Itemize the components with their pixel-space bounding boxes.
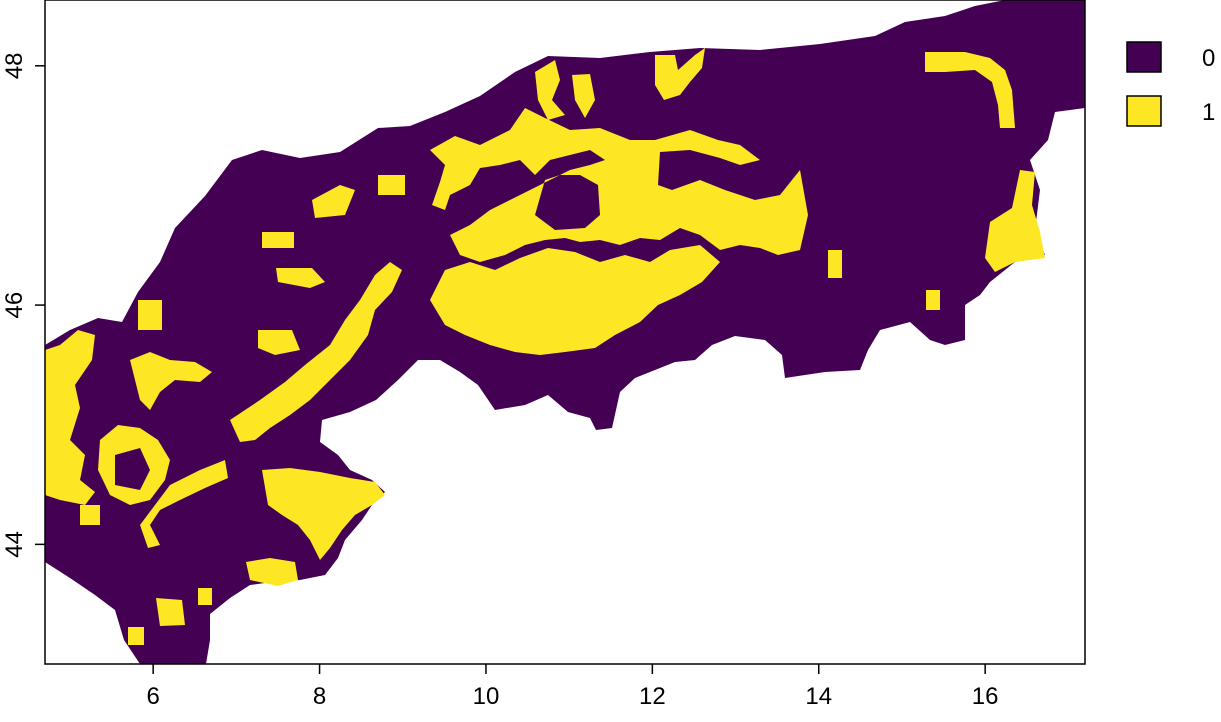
x-tick-label: 6 (146, 683, 159, 710)
x-tick-label: 8 (313, 683, 326, 710)
class-1-patch-north-branch-3 (655, 48, 705, 100)
class-1-patch-west-mid-7 (80, 505, 100, 525)
class-1-patch-east-1 (925, 52, 1015, 128)
class-1-patch-south-small-3 (128, 627, 144, 645)
plot-frame (44, 0, 1086, 665)
class-1-patch-west-mid-3 (378, 175, 405, 195)
class-1-patch-west-mid-4 (276, 268, 325, 288)
x-tick-label: 16 (972, 683, 999, 710)
x-tick-label: 14 (805, 683, 832, 710)
class-1-patch-west-mid-5 (138, 300, 162, 330)
class-1-patch-east-4 (926, 290, 940, 310)
class-1-patch-south-small-2 (156, 598, 185, 626)
class-1-patch-south-small-4 (198, 588, 212, 605)
class-1-patch-southern-lobe (262, 468, 385, 560)
legend-label-1: 1 (1202, 99, 1215, 126)
y-axis: 44 46 48 (1, 52, 45, 558)
class-1-patch-west-mid-6 (258, 330, 300, 355)
legend-swatch-0 (1126, 41, 1162, 73)
class-1-patch-southwest-ring (98, 425, 170, 505)
class-1-patch-east-3 (828, 250, 842, 278)
class-1-patch-western-margin (45, 330, 95, 505)
class-1-patch-central-north-network (430, 108, 808, 262)
legend-label-0: 0 (1202, 45, 1215, 72)
class-1-patch-central-core (430, 245, 720, 355)
class-1-patch-east-2 (985, 170, 1045, 272)
y-tick-label: 44 (1, 531, 28, 558)
legend: 0 1 (1126, 41, 1215, 127)
class-1-patch-sw-branch-2 (140, 460, 228, 548)
class-1-patch-north-branch-1 (535, 60, 565, 120)
class-1-patch-west-mid-2 (312, 185, 355, 218)
y-tick-label: 46 (1, 292, 28, 319)
raster-class-1-patches (45, 48, 1045, 645)
class-1-patch-sw-branch-1 (130, 352, 212, 410)
class-1-patch-south-small-1 (246, 558, 298, 586)
class-1-patch-west-mid-1 (262, 232, 294, 248)
class-1-patch-western-ridge (230, 262, 402, 442)
x-axis: 6 8 10 12 14 16 (146, 664, 999, 710)
class-1-patch-north-branch-2 (572, 74, 595, 118)
y-tick-label: 48 (1, 52, 28, 79)
legend-swatch-1 (1126, 95, 1162, 127)
x-tick-label: 12 (639, 683, 666, 710)
x-tick-label: 10 (473, 683, 500, 710)
